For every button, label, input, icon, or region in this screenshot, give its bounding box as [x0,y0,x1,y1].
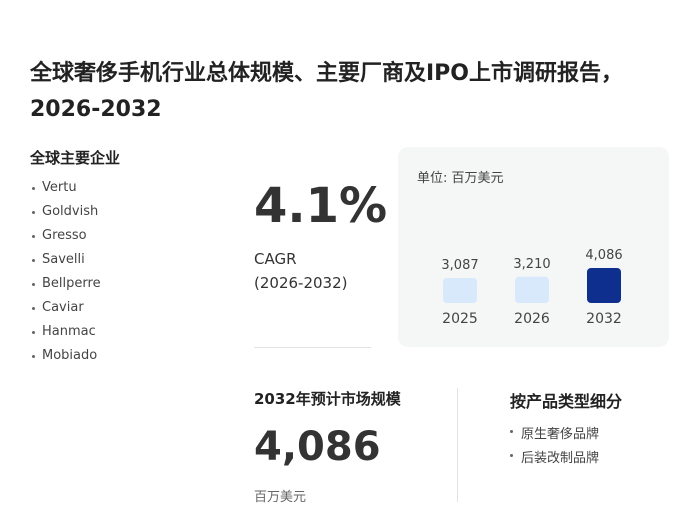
bar [515,276,549,303]
bullet [32,187,35,190]
bullet [32,331,35,334]
value-label: 3,210 [513,257,550,272]
list-item: Goldvish [42,204,99,219]
divider [457,388,458,502]
chart-card [398,147,669,347]
list-item: Caviar [42,300,84,315]
bullet [32,211,35,214]
divider [254,347,371,348]
value-label: 4,086 [585,248,622,263]
bullet [510,454,513,457]
unit-label: 单位: 百万美元 [417,171,504,186]
list-item: Gresso [42,228,87,243]
market-heading: 2032年预计市场规模 [254,390,401,408]
list-item: Vertu [42,180,77,195]
list-item: Mobiado [42,348,98,363]
cagr-period: (2026-2032) [254,274,348,292]
segments-heading: 按产品类型细分 [510,392,623,411]
list-item: Hanmac [42,324,96,339]
bullet [32,307,35,310]
x-tick-label: 2026 [514,311,550,327]
list-item: 原生奢侈品牌 [521,427,600,442]
market-value: 4,086 [254,424,381,470]
bullet [32,235,35,238]
value-label: 3,087 [441,258,478,273]
bullet [32,283,35,286]
bullet [32,355,35,358]
bar [443,278,477,303]
list-item: Savelli [42,252,85,267]
x-tick-label: 2032 [586,311,622,327]
list-item: Bellperre [42,276,101,291]
bar [587,268,621,303]
market-unit: 百万美元 [254,490,307,505]
x-tick-label: 2025 [442,311,478,327]
bullet [32,259,35,262]
cagr-label: CAGR [254,250,297,268]
list-item: 后装改制品牌 [521,451,600,466]
bullet [510,430,513,433]
cagr-value: 4.1% [254,178,388,234]
title: 全球奢侈手机行业总体规模、主要厂商及IPO上市调研报告，2026-2032 [30,61,624,122]
companies-heading: 全球主要企业 [30,149,121,167]
